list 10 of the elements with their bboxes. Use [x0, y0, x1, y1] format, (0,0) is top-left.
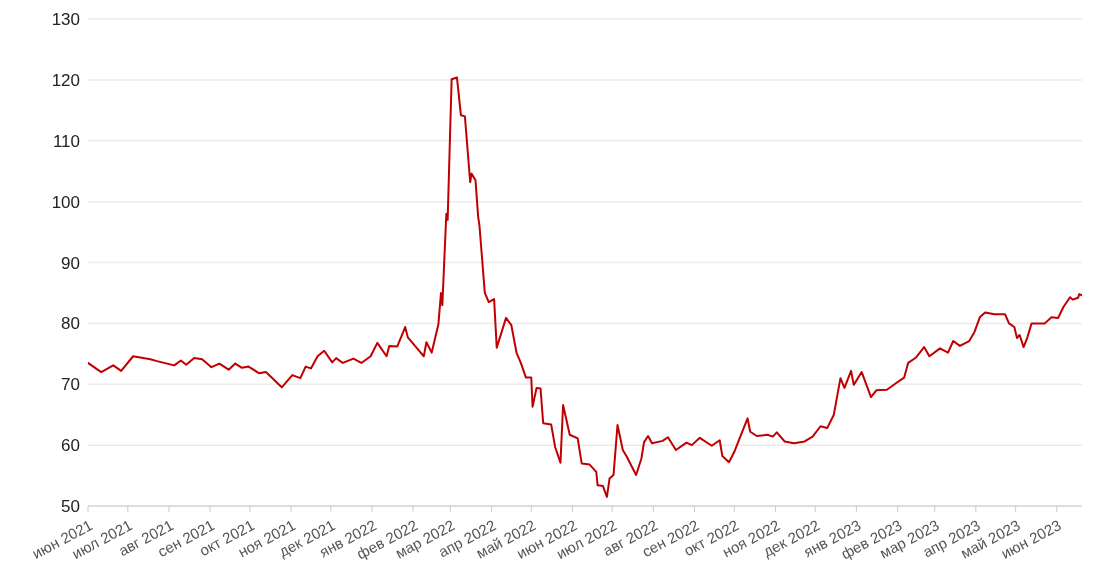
y-tick-label: 50: [61, 497, 80, 517]
line-series: [88, 76, 1082, 498]
y-tick-label: 70: [61, 375, 80, 395]
y-tick-label: 100: [51, 192, 80, 212]
y-tick-label: 90: [61, 253, 80, 273]
y-tick-label: 60: [61, 436, 80, 456]
y-tick-label: 130: [51, 10, 80, 30]
y-tick-label: 120: [51, 70, 80, 90]
y-tick-label: 80: [61, 314, 80, 334]
y-tick-label: 110: [52, 131, 80, 151]
